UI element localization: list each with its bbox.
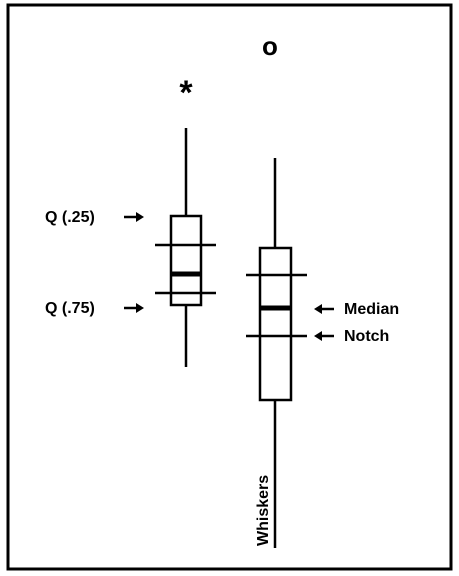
whiskers-label: Whiskers xyxy=(255,475,272,546)
box-plot-left xyxy=(155,128,216,367)
q75-label: Q (.75) xyxy=(45,300,95,317)
box-plot-right xyxy=(246,158,307,548)
extreme-marker: * xyxy=(179,74,193,112)
frame xyxy=(6,3,453,571)
median-label: Median xyxy=(344,301,399,318)
outlier-marker: o xyxy=(262,31,278,61)
notch-label: Notch xyxy=(344,328,389,345)
arrows xyxy=(124,212,334,341)
q25-label: Q (.25) xyxy=(45,209,95,226)
box xyxy=(258,246,293,402)
box xyxy=(169,214,203,307)
